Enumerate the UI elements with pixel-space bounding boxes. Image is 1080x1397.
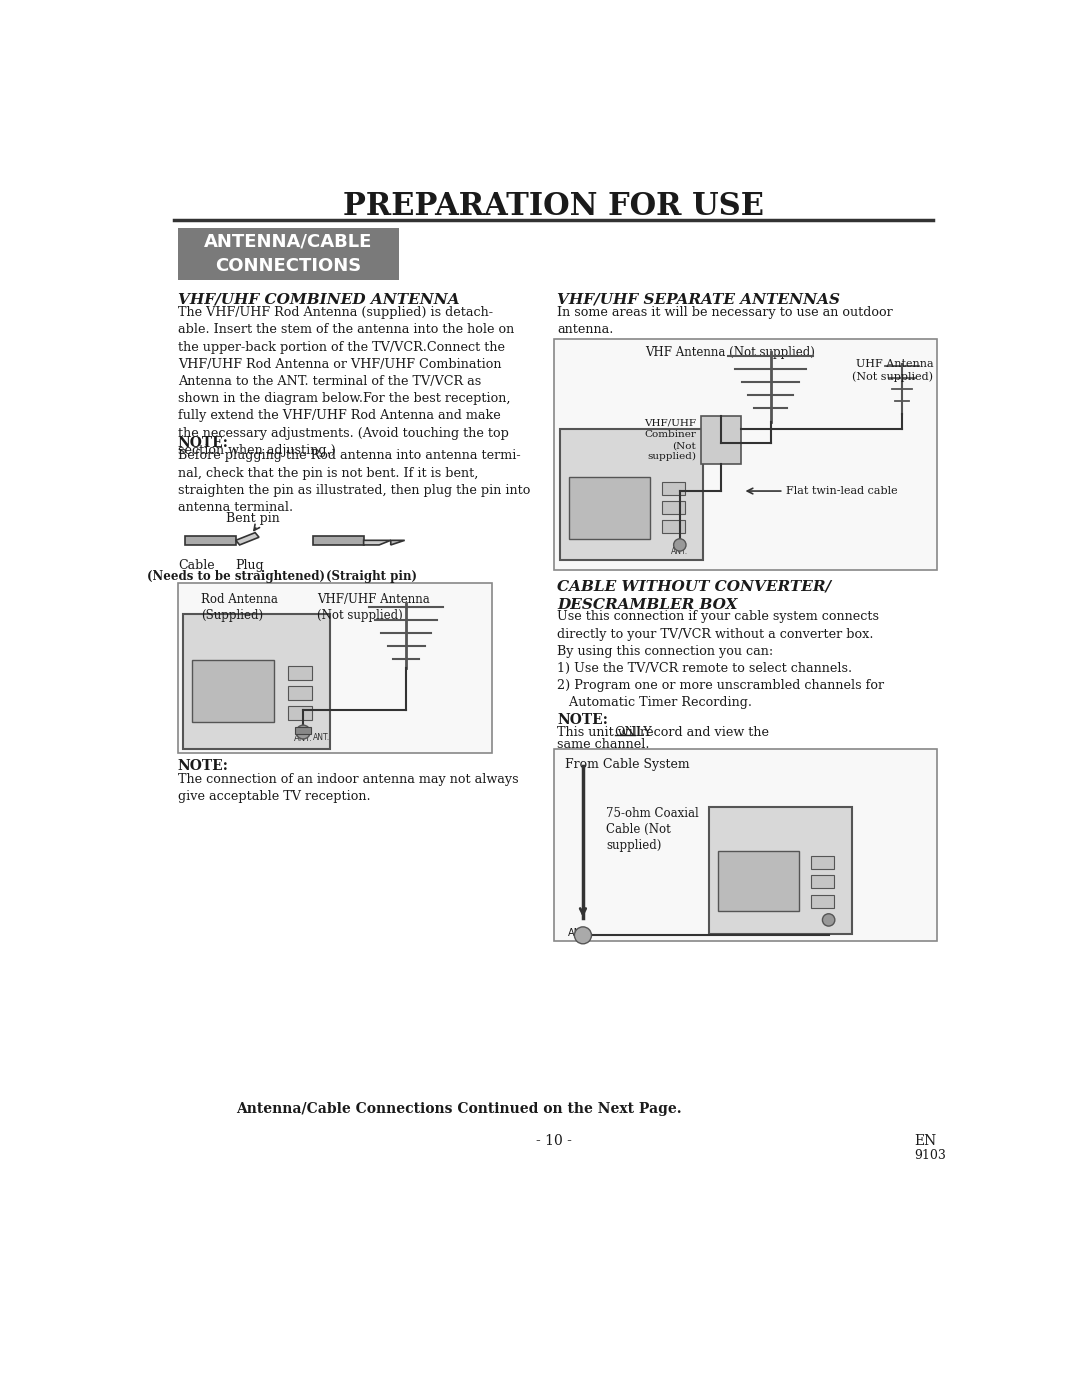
Polygon shape [313, 535, 364, 545]
Circle shape [575, 926, 592, 944]
Bar [811, 876, 834, 888]
Text: (Straight pin): (Straight pin) [326, 570, 417, 583]
Text: Cable: Cable [178, 559, 215, 571]
Polygon shape [235, 532, 259, 545]
Polygon shape [186, 535, 235, 545]
Text: NOTE:: NOTE: [557, 712, 608, 726]
Bar [559, 429, 703, 560]
Bar [708, 806, 852, 933]
Text: 9103: 9103 [914, 1150, 946, 1162]
Bar [662, 520, 685, 534]
Text: ANT.: ANT. [672, 548, 688, 556]
Bar [662, 482, 685, 495]
Text: Flat twin-lead cable: Flat twin-lead cable [786, 486, 897, 496]
Text: 75-ohm Coaxial
Cable (Not
supplied): 75-ohm Coaxial Cable (Not supplied) [606, 806, 699, 852]
Text: CABLE WITHOUT CONVERTER/
DESCRAMBLER BOX: CABLE WITHOUT CONVERTER/ DESCRAMBLER BOX [557, 580, 832, 612]
Text: In some areas it will be necessary to use an outdoor
antenna.: In some areas it will be necessary to us… [557, 306, 893, 337]
Text: Before plugging the Rod antenna into antenna termi-
nal, check that the pin is n: Before plugging the Rod antenna into ant… [177, 450, 530, 514]
Text: EN: EN [914, 1134, 936, 1148]
Bar [287, 686, 312, 700]
Bar [192, 661, 273, 722]
Text: PREPARATION FOR USE: PREPARATION FOR USE [343, 190, 764, 222]
Circle shape [823, 914, 835, 926]
Bar [177, 584, 491, 753]
Text: Bent pin: Bent pin [227, 511, 280, 525]
Polygon shape [391, 541, 405, 545]
Bar [183, 615, 330, 749]
Bar [811, 856, 834, 869]
Bar [701, 416, 741, 464]
Bar [569, 478, 650, 539]
Text: ANT.: ANT. [294, 735, 312, 743]
Bar [287, 666, 312, 680]
Text: NOTE:: NOTE: [177, 759, 229, 773]
Bar [718, 851, 799, 911]
Text: This unit will: This unit will [557, 726, 646, 739]
Text: VHF/UHF SEPARATE ANTENNAS: VHF/UHF SEPARATE ANTENNAS [557, 292, 840, 306]
Text: Antenna/Cable Connections Continued on the Next Page.: Antenna/Cable Connections Continued on t… [235, 1102, 681, 1116]
Bar [662, 502, 685, 514]
Bar [811, 894, 834, 908]
Text: Rod Antenna
(Supplied): Rod Antenna (Supplied) [201, 592, 278, 622]
Text: ANT.: ANT. [567, 928, 590, 937]
Text: The connection of an indoor antenna may not always
give acceptable TV reception.: The connection of an indoor antenna may … [177, 773, 518, 803]
Text: VHF Antenna (Not supplied): VHF Antenna (Not supplied) [645, 346, 814, 359]
Polygon shape [364, 541, 391, 545]
Text: NOTE:: NOTE: [177, 436, 229, 450]
Text: The VHF/UHF Rod Antenna (supplied) is detach-
able. Insert the stem of the anten: The VHF/UHF Rod Antenna (supplied) is de… [177, 306, 514, 457]
Text: - 10 -: - 10 - [536, 1134, 571, 1148]
Bar [554, 338, 937, 570]
Text: ANT.: ANT. [313, 733, 330, 742]
Bar [177, 228, 399, 279]
Text: ONLY: ONLY [615, 726, 652, 739]
Text: record and view the: record and view the [636, 726, 769, 739]
Text: From Cable System: From Cable System [565, 759, 690, 771]
Text: Use this connection if your cable system connects
directly to your TV/VCR withou: Use this connection if your cable system… [557, 610, 885, 710]
Text: VHF/UHF Antenna
(Not supplied): VHF/UHF Antenna (Not supplied) [318, 592, 430, 622]
Text: VHF/UHF
Combiner
(Not
supplied): VHF/UHF Combiner (Not supplied) [644, 419, 697, 461]
Text: same channel.: same channel. [557, 738, 650, 752]
Circle shape [674, 539, 686, 550]
Bar [296, 728, 311, 733]
Text: UHF Antenna
(Not supplied): UHF Antenna (Not supplied) [852, 359, 933, 381]
Text: VHF/UHF COMBINED ANTENNA: VHF/UHF COMBINED ANTENNA [177, 292, 459, 306]
Text: (Needs to be straightened): (Needs to be straightened) [147, 570, 325, 583]
Text: ANTENNA/CABLE
CONNECTIONS: ANTENNA/CABLE CONNECTIONS [204, 232, 373, 275]
Bar [287, 705, 312, 719]
Bar [554, 749, 937, 942]
Circle shape [296, 725, 310, 739]
Text: Plug: Plug [235, 559, 264, 571]
